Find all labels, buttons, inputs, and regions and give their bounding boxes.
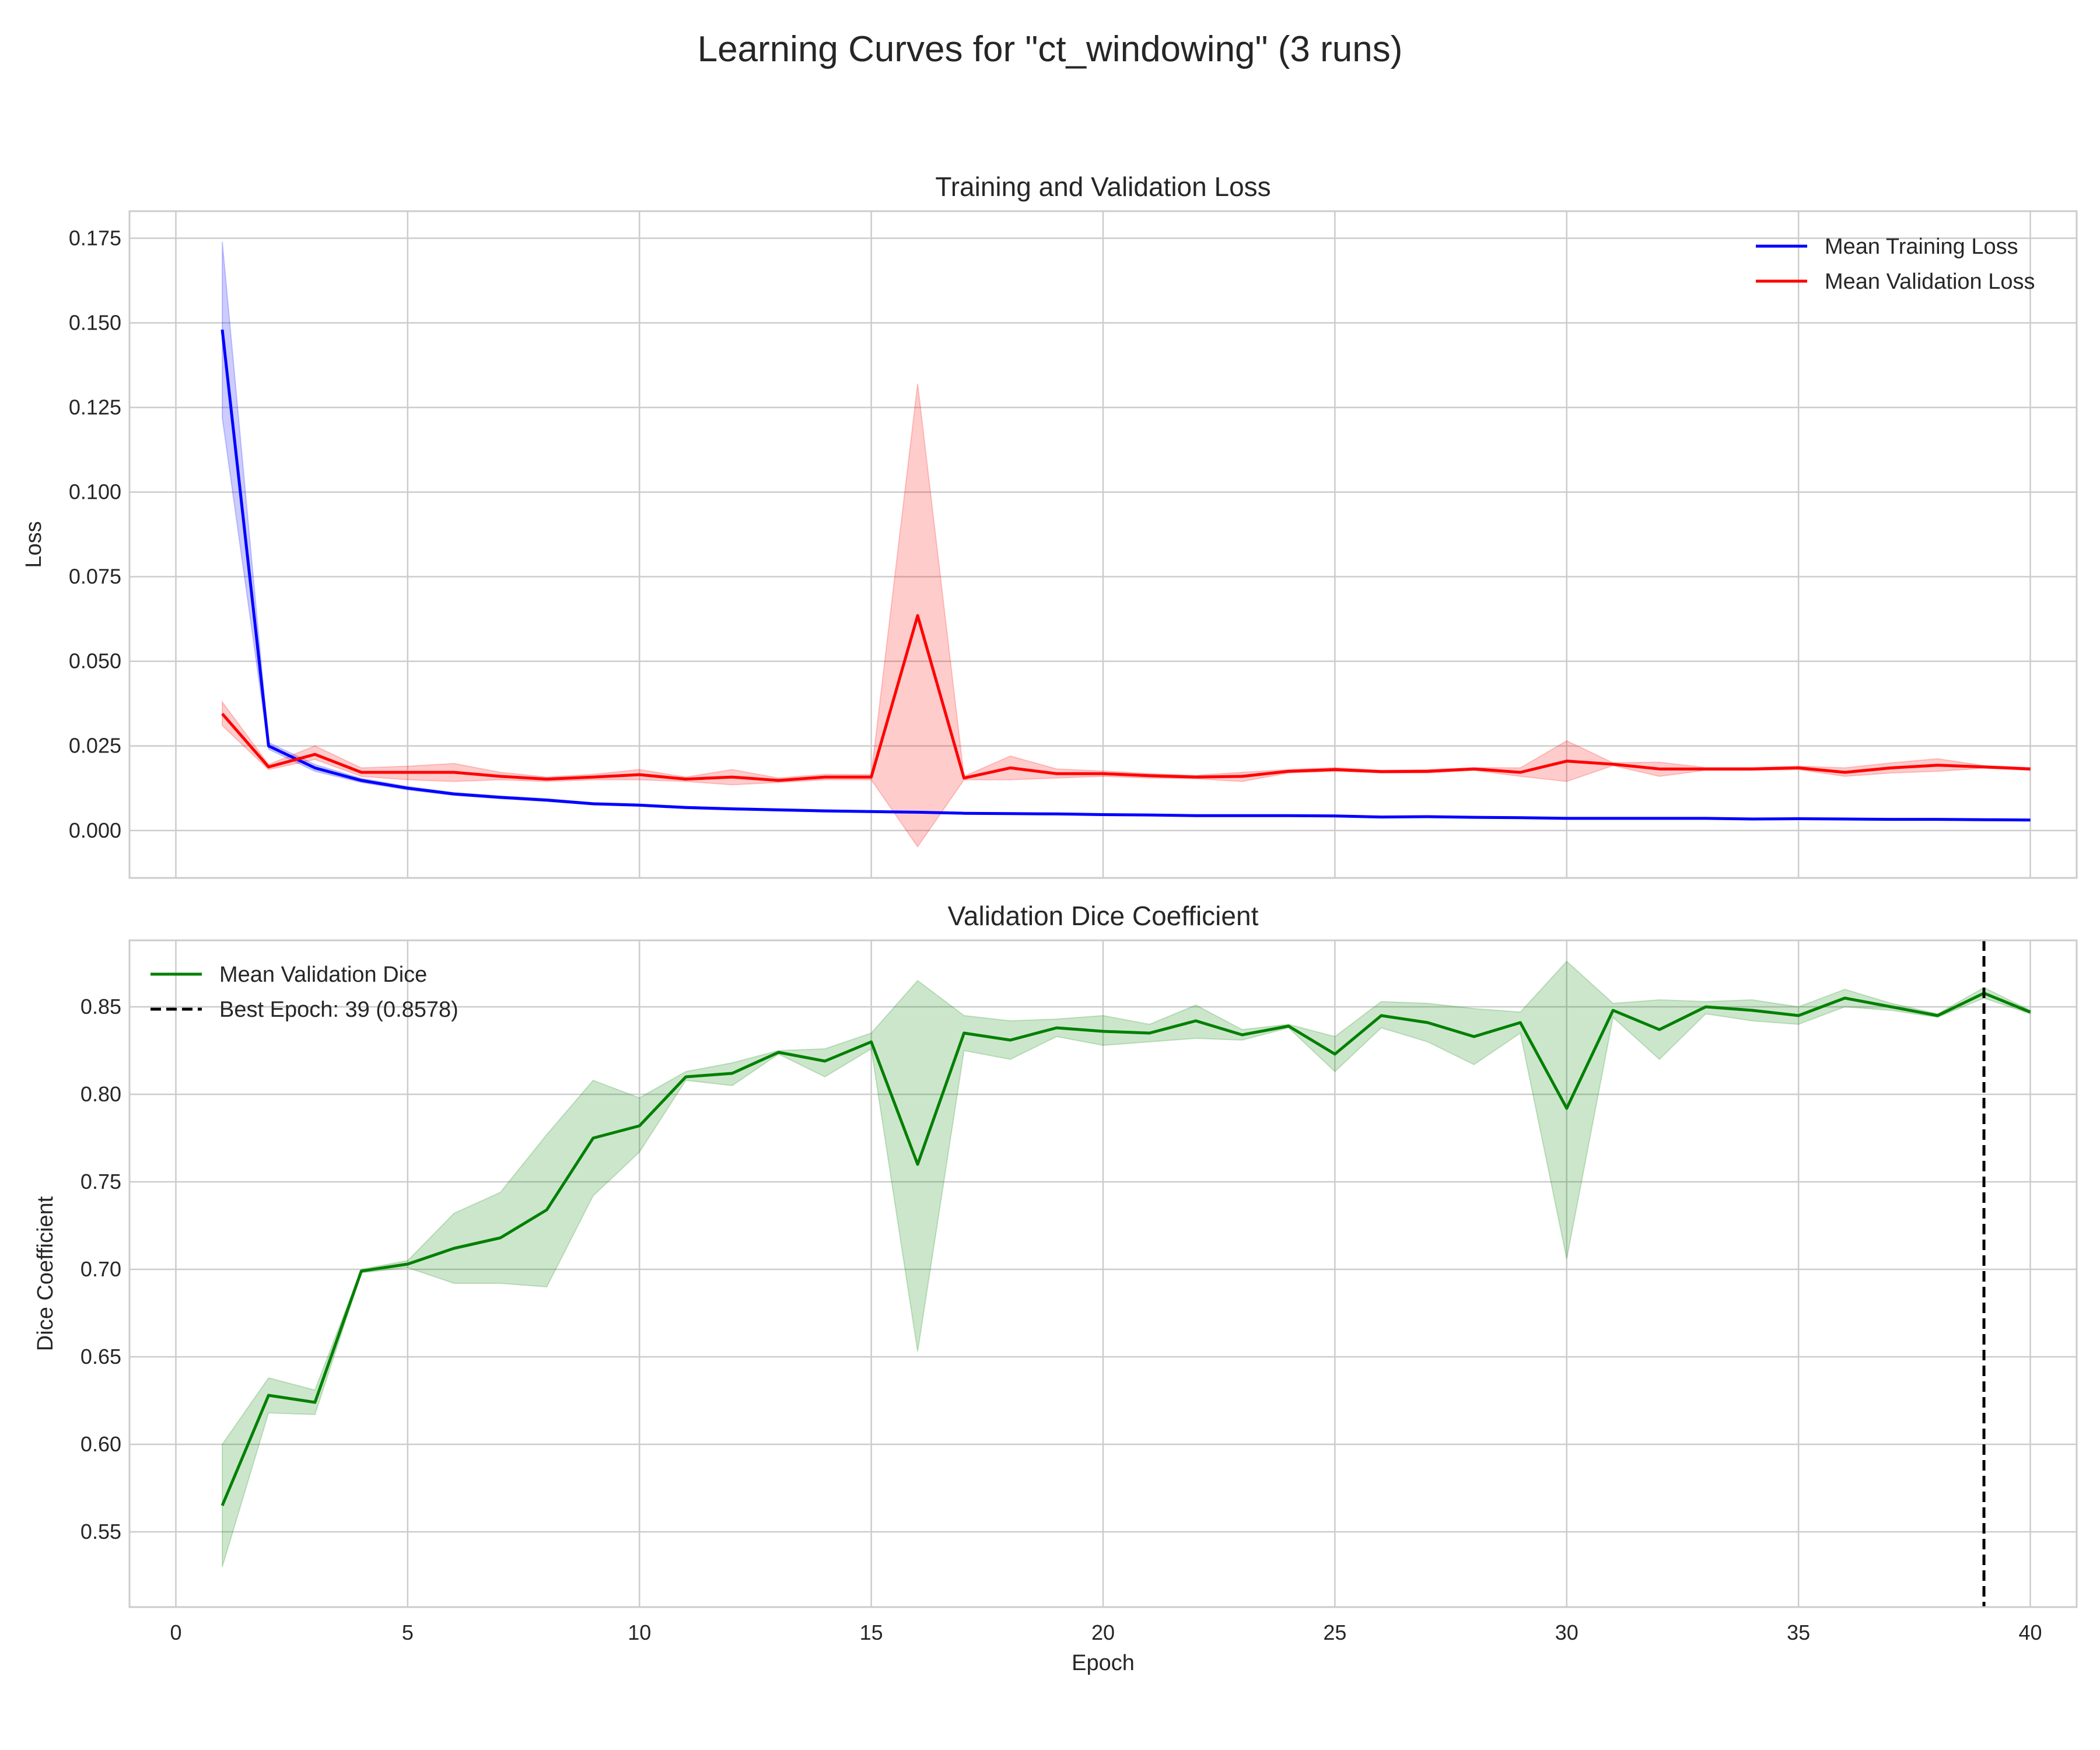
dice-legend-label: Best Epoch: 39 (0.8578) [219,998,459,1022]
dice-ylabel: Dice Coefficient [33,1196,58,1351]
figure-title: Learning Curves for "ct_windowing" (3 ru… [698,29,1403,69]
loss-legend-label: Mean Validation Loss [1825,270,2035,294]
loss-ytick-label: 0.100 [69,480,121,504]
loss-ylabel: Loss [22,521,46,568]
dice-xtick-label: 30 [1555,1620,1578,1644]
dice-gridlines [130,940,2077,1607]
loss-ytick-label: 0.150 [69,310,121,334]
mean-validation-loss-line [221,614,2031,782]
dice-axes-frame [128,939,2078,1608]
dice-legend: Mean Validation Dice Best Epoch: 39 (0.85… [150,963,459,1022]
loss-legend-label: Mean Training Loss [1825,235,2018,259]
loss-ytick-label: 0.050 [69,649,121,673]
loss-panel: 0.000 0.025 0.050 0.075 0.100 0.125 0.150 0.175… [22,172,2078,879]
loss-ytick-label: 0.075 [69,565,121,589]
dice-xlabel: Epoch [1072,1651,1135,1675]
mean-validation-dice-std-band [222,960,2031,1567]
dice-ytick-label: 0.65 [80,1345,121,1368]
loss-panel-title: Training and Validation Loss [935,172,1270,202]
dice-ytick-label: 0.75 [80,1170,121,1194]
dice-xtick-label: 15 [860,1620,883,1644]
dice-legend-label: Mean Validation Dice [219,963,427,987]
dice-xtick-label: 5 [402,1620,414,1644]
dice-panel: 0.55 0.60 0.65 0.70 0.75 0.80 0.85 0 5 10 15 20 25 30… [33,901,2078,1675]
dice-xtick-label: 10 [628,1620,651,1644]
dice-ytick-label: 0.70 [80,1257,121,1281]
dice-xtick-label: 40 [2019,1620,2042,1644]
loss-axes-frame [128,210,2078,879]
loss-ytick-label: 0.175 [69,226,121,250]
dice-xtick-label: 25 [1323,1620,1346,1644]
mean-validation-dice-line [220,992,2031,1506]
mean-training-loss-line [220,329,2031,822]
dice-xtick-label: 0 [170,1620,181,1644]
mean-validation-loss-std-band [222,383,2031,848]
dice-xtick-label: 35 [1787,1620,1810,1644]
loss-ytick-label: 0.000 [69,818,121,842]
loss-gridlines [130,211,2077,878]
dice-panel-title: Validation Dice Coefficient [948,901,1259,931]
dice-ytick-label: 0.60 [80,1432,121,1456]
loss-ytick-label: 0.025 [69,734,121,758]
loss-legend: Mean Training Loss Mean Validation Loss [1756,235,2035,294]
dice-ytick-label: 0.55 [80,1520,121,1544]
dice-ytick-label: 0.80 [80,1082,121,1106]
dice-xtick-label: 20 [1091,1620,1115,1644]
loss-ytick-label: 0.125 [69,396,121,419]
dice-ytick-label: 0.85 [80,995,121,1019]
